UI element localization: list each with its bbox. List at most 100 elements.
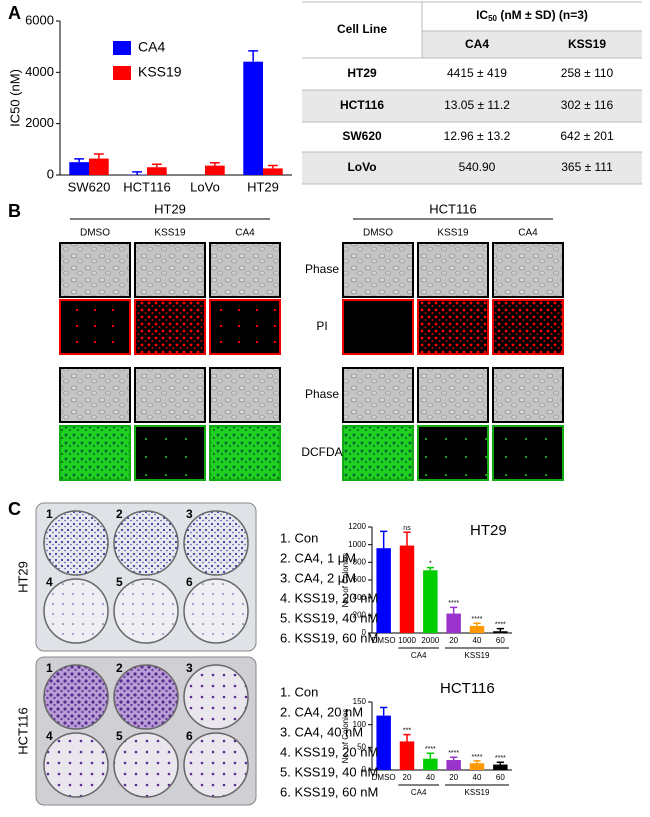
y-tick-label: 2000 (25, 115, 54, 130)
bar (469, 625, 485, 633)
micrograph (134, 425, 206, 481)
column-label: CA4 (235, 228, 255, 239)
x-tick-label: 2000 (421, 636, 439, 645)
micrograph (342, 299, 414, 355)
well-number: 5 (116, 575, 123, 589)
panel-label: C (8, 499, 21, 519)
group-label: KSS19 (465, 651, 490, 660)
error-bar (426, 566, 434, 571)
well (113, 578, 179, 644)
table-row-bg (302, 152, 642, 184)
x-tick-label: DMSO (372, 773, 396, 782)
legend-item: 4. KSS19, 20 nM (280, 744, 378, 759)
column-label: DMSO (80, 228, 110, 239)
error-bar (151, 163, 162, 168)
significance-label: **** (495, 755, 506, 762)
header-text: IC (476, 8, 488, 22)
bar (493, 631, 508, 633)
error-bar (450, 606, 458, 614)
significance-label: **** (495, 621, 506, 628)
table-header: Cell Line (337, 22, 387, 36)
bar (469, 763, 485, 770)
well-number: 6 (186, 729, 193, 743)
error-bar (248, 50, 259, 62)
significance-label: **** (472, 616, 483, 623)
well (113, 732, 179, 798)
column-label: CA4 (518, 228, 538, 239)
error-bar (403, 733, 411, 742)
significance-label: **** (448, 750, 459, 757)
table-column-header: CA4 (465, 37, 489, 51)
significance-label: * (429, 560, 432, 567)
legend-item: 3. CA4, 2 μM (280, 570, 356, 585)
legend-swatch (113, 66, 131, 80)
legend-item: 1. Con (280, 684, 318, 699)
x-tick-label: 20 (403, 773, 412, 782)
y-tick-label: 0 (47, 166, 54, 181)
y-tick-label: 100 (353, 720, 367, 729)
group-label: CA4 (411, 788, 427, 797)
row-label: Phase (305, 262, 339, 276)
x-tick-label: HT29 (247, 179, 279, 194)
row-label: PI (316, 319, 327, 333)
table-cell: 258 ± 110 (561, 66, 614, 80)
error-bar (496, 627, 504, 632)
significance-label: **** (448, 600, 459, 607)
error-bar (132, 171, 143, 175)
bar (205, 165, 225, 175)
micrograph (342, 367, 414, 423)
micrograph (59, 242, 131, 298)
legend-swatch (113, 41, 131, 55)
column-label: KSS19 (154, 228, 186, 239)
x-tick-label: 20 (449, 773, 458, 782)
x-tick-label: 60 (496, 773, 505, 782)
micrograph (134, 367, 206, 423)
group-label: KSS19 (465, 788, 490, 797)
well-number: 4 (46, 729, 53, 743)
significance-label: *** (403, 727, 411, 734)
chart-title: HCT116 (440, 680, 495, 697)
y-axis-label: IC50 (nM) (7, 69, 22, 127)
x-tick-label: 40 (426, 773, 435, 782)
micrograph (342, 242, 414, 298)
y-tick-label: 4000 (25, 64, 54, 79)
x-tick-label: 40 (473, 636, 482, 645)
error-bar (380, 530, 388, 549)
table-column-header: KSS19 (568, 37, 606, 51)
y-tick-label: 800 (353, 557, 367, 566)
legend-item: 2. CA4, 1 μM (280, 550, 356, 565)
table-cell: 302 ± 116 (561, 98, 614, 112)
bar (423, 758, 438, 770)
row-label: Phase (305, 387, 339, 401)
well-number: 4 (46, 575, 53, 589)
y-tick-label: 600 (353, 575, 367, 584)
significance-label: **** (472, 754, 483, 761)
well-number: 3 (186, 661, 193, 675)
well (183, 664, 249, 730)
well-number: 3 (186, 507, 193, 521)
x-tick-label: 40 (473, 773, 482, 782)
error-bar (380, 706, 388, 716)
well-number: 2 (116, 661, 123, 675)
legend-label: KSS19 (138, 64, 182, 80)
error-bar (426, 752, 434, 759)
chart-title: HT29 (470, 522, 507, 539)
group-label: CA4 (411, 651, 427, 660)
well-number: 1 (46, 661, 53, 675)
x-tick-label: 20 (449, 636, 458, 645)
micrograph (417, 425, 489, 481)
legend-item: 4. KSS19, 20 nM (280, 590, 378, 605)
column-label: KSS19 (437, 228, 469, 239)
table-cell: 642 ± 201 (560, 129, 614, 143)
well (183, 578, 249, 644)
error-bar (93, 153, 104, 159)
y-tick-label: 50 (357, 742, 366, 751)
y-tick-label: 0 (362, 628, 367, 637)
x-tick-label: 60 (496, 636, 505, 645)
error-bar (473, 622, 481, 626)
micrograph (59, 425, 131, 481)
panel-label: A (8, 3, 21, 23)
micrograph (417, 299, 489, 355)
bar (69, 162, 89, 175)
